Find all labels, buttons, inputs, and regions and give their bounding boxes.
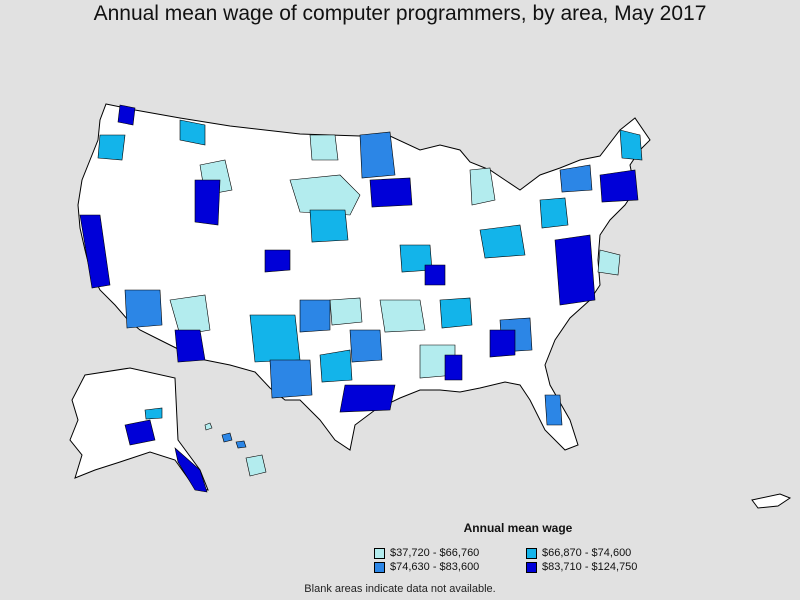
legend-label-1: $37,720 - $66,760 [390,547,480,559]
legend-label-4: $83,710 - $124,750 [542,561,638,573]
map-title: Annual mean wage of computer programmers… [93,2,707,25]
wage-regions [79,104,643,426]
legend-swatch-4 [526,561,537,573]
legend-item-3: $74,630 - $83,600 [374,560,479,574]
legend-swatch-1 [374,547,385,559]
legend-label-3: $74,630 - $83,600 [390,561,480,573]
legend-label-2: $66,870 - $74,600 [542,547,632,559]
hawaii [204,422,267,477]
footnote: Blank areas indicate data not available. [304,583,496,595]
legend-item-1: $37,720 - $66,760 [374,546,479,560]
puerto-rico [751,493,792,509]
legend-item-2: $66,870 - $74,600 [526,546,631,560]
legend-item-4: $83,710 - $124,750 [526,560,637,574]
legend-swatch-3 [374,561,385,573]
legend-title: Annual mean wage [463,521,573,535]
legend-swatch-2 [526,547,537,559]
